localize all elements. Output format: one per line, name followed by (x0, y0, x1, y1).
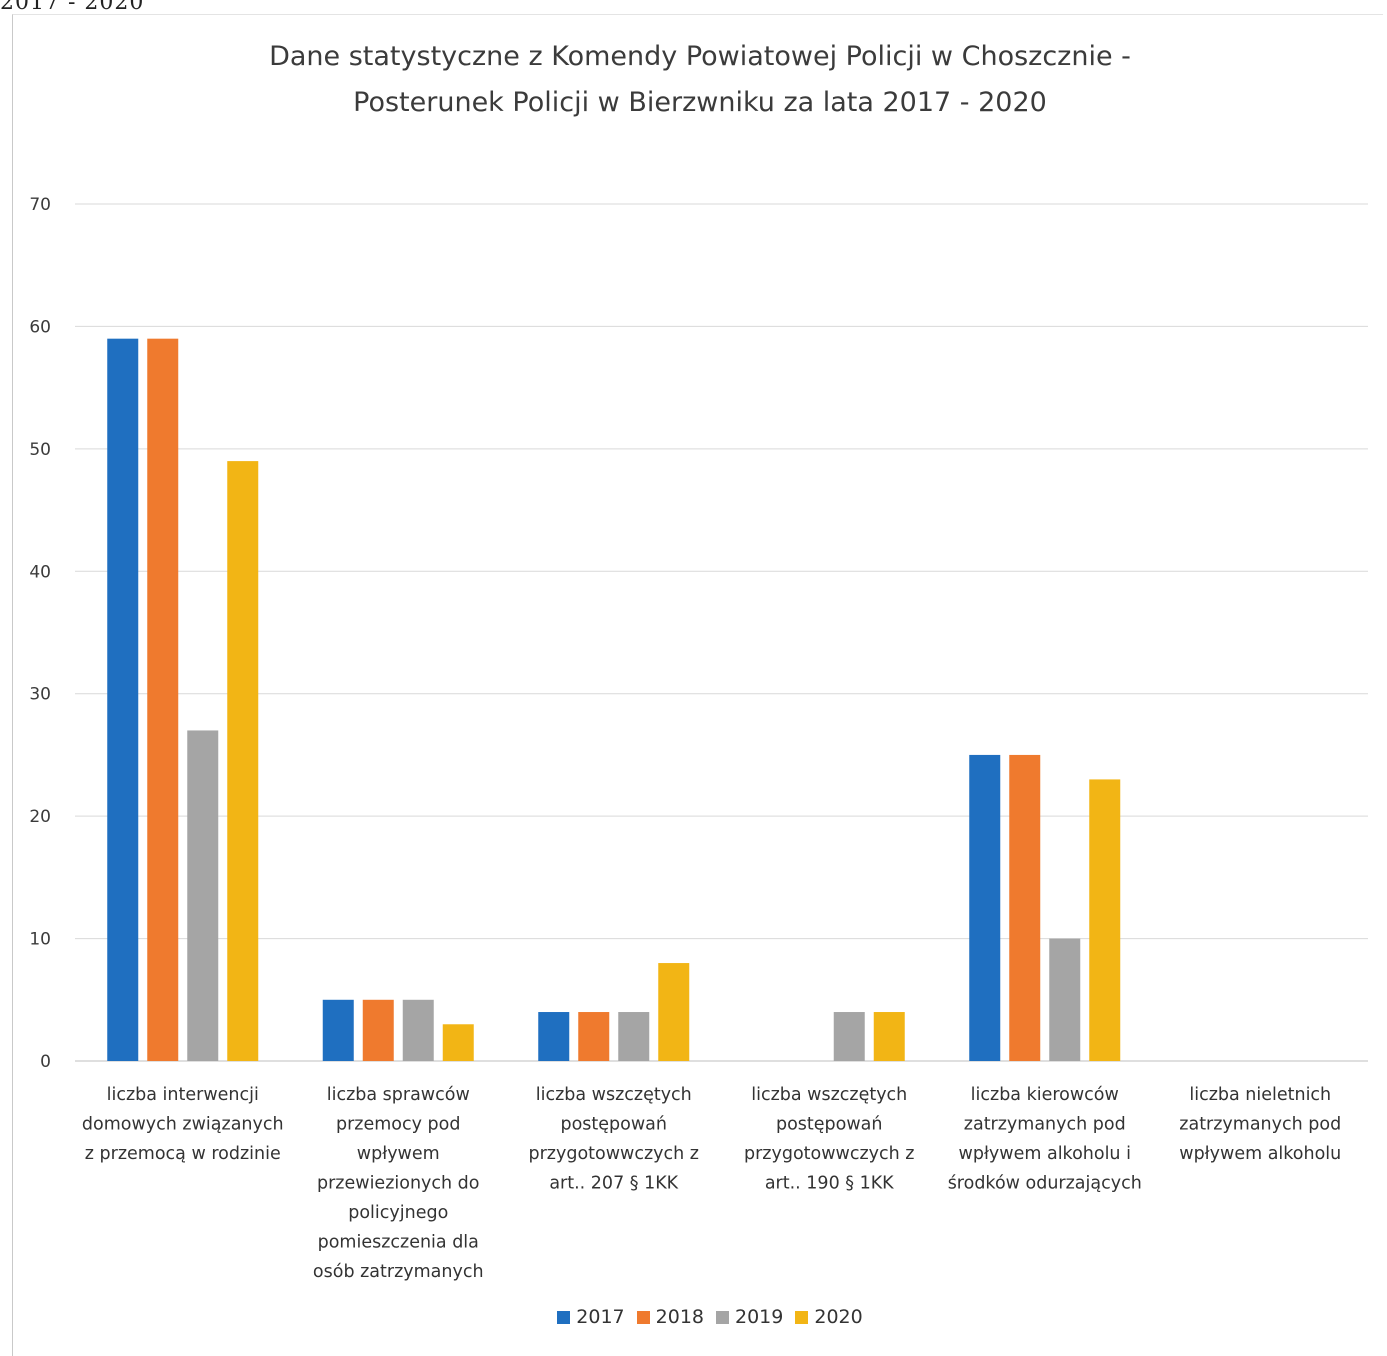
bar-2018-cat-2 (362, 999, 394, 1061)
x-category-label: osób zatrzymanych (313, 1262, 484, 1282)
x-category-label: przewiezionych do (317, 1174, 480, 1194)
x-category-label: policyjnego (348, 1203, 448, 1223)
x-category-label: przemocy pod (336, 1115, 460, 1135)
bar-2018-cat-5 (1009, 754, 1041, 1061)
x-category-label: liczba kierowców (971, 1085, 1119, 1105)
legend-label: 2017 (576, 1306, 625, 1328)
x-category-label: postępowań (776, 1115, 883, 1135)
bar-2019-cat-1 (187, 730, 219, 1061)
y-tick-label: 10 (29, 930, 51, 950)
bar-2019-cat-2 (402, 999, 434, 1061)
y-tick-label: 20 (29, 807, 51, 827)
bar-2017-cat-5 (969, 754, 1001, 1061)
x-category-label: liczba nieletnich (1189, 1085, 1331, 1105)
bar-2019-cat-5 (1049, 938, 1081, 1061)
legend-item-2017: 2017 (557, 1306, 625, 1328)
x-category-label: przygotowwczych z (744, 1144, 914, 1164)
x-category-label: art.. 207 § 1KK (549, 1174, 678, 1194)
x-category-label: przygotowwczych z (529, 1144, 699, 1164)
legend-item-2018: 2018 (636, 1306, 704, 1328)
y-tick-label: 70 (29, 195, 51, 215)
x-category-label: pomieszczenia dla (318, 1233, 479, 1253)
x-category-label: wpływem alkoholu i (959, 1144, 1131, 1164)
bar-2017-cat-2 (322, 999, 354, 1061)
x-category-label: liczba interwencji (107, 1085, 259, 1105)
y-tick-label: 50 (29, 440, 51, 460)
chart-title: Dane statystyczne z Komendy Powiatowej P… (160, 34, 1240, 126)
x-category-label: domowych związanych (82, 1115, 284, 1135)
x-category-label: art.. 190 § 1KK (765, 1174, 894, 1194)
x-category-label: liczba wszczętych (751, 1085, 907, 1105)
bar-2019-cat-3 (618, 1012, 650, 1061)
legend-label: 2019 (735, 1306, 784, 1328)
y-tick-label: 0 (40, 1052, 51, 1072)
x-category-label: środków odurzających (948, 1174, 1142, 1194)
corner-year-range: 2017 - 2020 (0, 0, 145, 15)
legend-swatch (636, 1311, 650, 1324)
x-category-label: wpływem (357, 1144, 440, 1164)
bar-2017-cat-1 (107, 338, 139, 1062)
chart-frame (12, 14, 1383, 1356)
bar-2020-cat-1 (227, 461, 259, 1062)
legend-swatch (716, 1311, 729, 1324)
legend-item-2020: 2020 (795, 1306, 863, 1328)
bar-2020-cat-3 (658, 963, 690, 1061)
bar-2018-cat-3 (578, 1012, 610, 1061)
x-category-label: liczba sprawców (327, 1085, 470, 1105)
x-category-label: z przemocą w rodzinie (85, 1144, 281, 1164)
x-category-label: liczba wszczętych (536, 1085, 692, 1105)
legend-swatch (795, 1311, 809, 1324)
bar-2020-cat-2 (442, 1024, 474, 1061)
legend-swatch (557, 1311, 571, 1324)
legend-label: 2018 (655, 1306, 704, 1328)
chart-title-line-2: Posterunek Policji w Bierzwniku za lata … (353, 87, 1047, 118)
bar-2020-cat-4 (873, 1012, 905, 1061)
y-tick-label: 30 (29, 685, 51, 705)
y-tick-label: 40 (29, 562, 51, 582)
x-category-label: zatrzymanych pod (1179, 1115, 1341, 1135)
bar-2020-cat-5 (1089, 779, 1121, 1061)
y-tick-label: 60 (29, 317, 51, 337)
legend-item-2019: 2019 (716, 1306, 783, 1328)
chart-legend: 2017 2018 2019 2020 (0, 1306, 1387, 1328)
bar-2017-cat-3 (538, 1012, 570, 1061)
x-category-label: zatrzymanych pod (964, 1115, 1126, 1135)
bar-2018-cat-1 (147, 338, 179, 1062)
x-category-label: wpływem alkoholu (1179, 1144, 1341, 1164)
legend-label: 2020 (814, 1306, 863, 1328)
bar-2019-cat-4 (833, 1012, 865, 1061)
chart-title-line-1: Dane statystyczne z Komendy Powiatowej P… (269, 41, 1131, 72)
x-category-label: postępowań (560, 1115, 667, 1135)
